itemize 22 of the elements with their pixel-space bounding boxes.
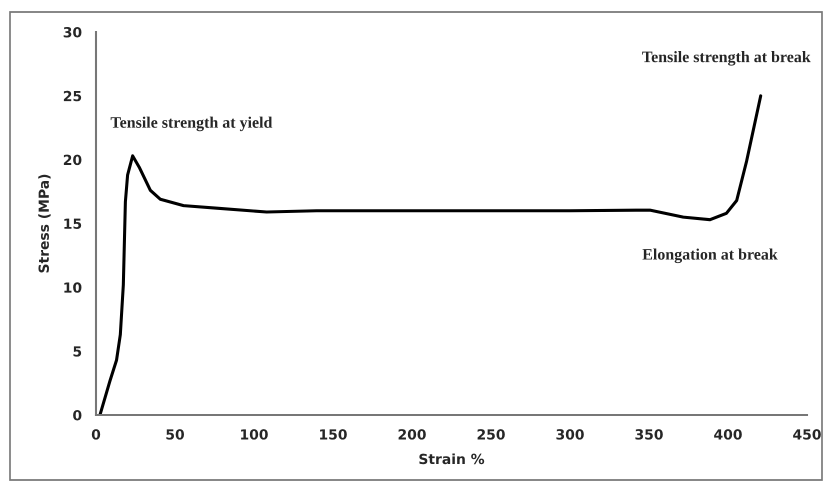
y-tick-label: 25	[64, 90, 82, 102]
y-tick-label: 10	[64, 282, 82, 293]
x-tick-label: 200	[398, 429, 426, 440]
x-tick-label: 100	[241, 429, 268, 440]
x-tick-label: 350	[635, 429, 663, 440]
y-axis-title: Stress (MPa)	[38, 174, 51, 272]
x-tick-label: 450	[793, 429, 821, 440]
y-tick-label: 5	[74, 346, 82, 357]
x-tick-label: 0	[92, 429, 100, 440]
annotation: Tensile strength at break	[642, 51, 811, 66]
y-tick-label: 20	[64, 154, 82, 166]
x-tick-label: 250	[478, 429, 505, 440]
x-tick-label: 150	[320, 429, 347, 440]
y-tick-label: 0	[73, 410, 82, 420]
x-tick-label: 50	[166, 429, 184, 440]
x-tick-label: 400	[714, 429, 742, 440]
y-tick-label: 15	[64, 218, 82, 229]
x-tick-label: 300	[556, 429, 584, 440]
annotation: Elongation at break	[642, 248, 778, 264]
x-axis-title: Strain %	[419, 453, 484, 464]
annotation: Tensile strength at yield	[110, 116, 272, 132]
y-tick-label: 30	[64, 26, 82, 38]
